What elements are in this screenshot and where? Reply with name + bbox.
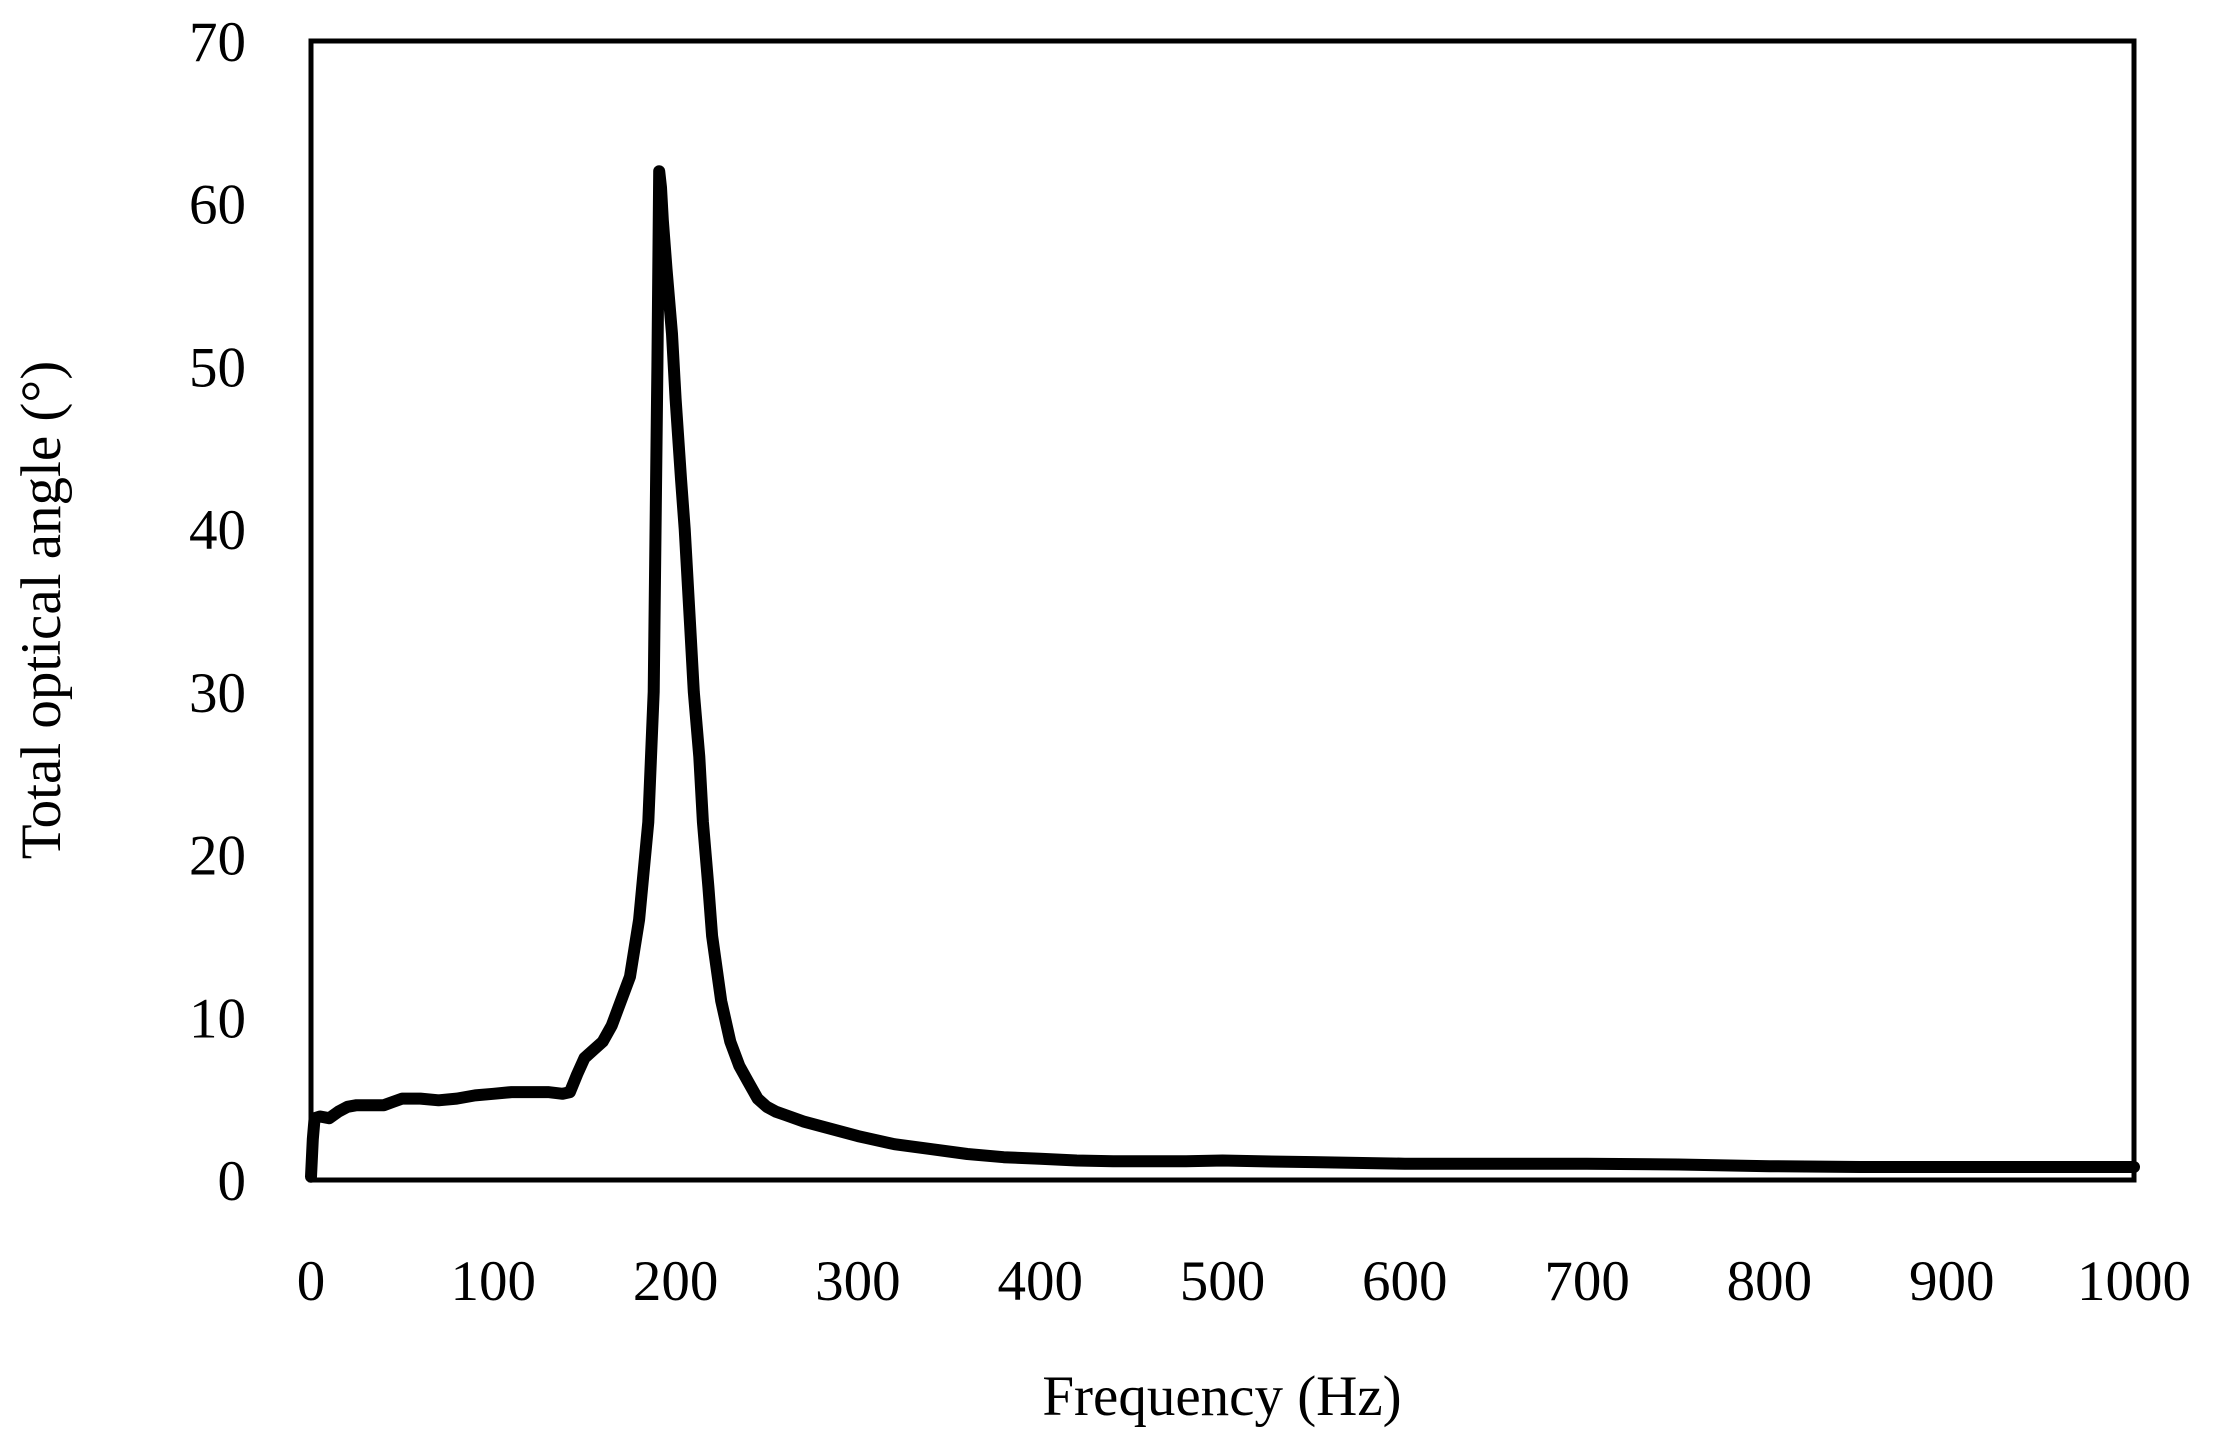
x-tick-label: 200 (633, 1250, 719, 1313)
x-tick-label: 800 (1727, 1250, 1813, 1313)
plot-frame (308, 38, 2137, 1183)
x-tick-labels: 0 100 200 300 400 500 600 700 800 900 1000 (297, 1250, 2191, 1313)
x-tick-label: 1000 (2077, 1250, 2191, 1313)
x-tick-label: 400 (997, 1250, 1083, 1313)
x-tick-label: 600 (1362, 1250, 1448, 1313)
y-tick-label: 20 (189, 825, 246, 888)
y-tick-label: 40 (189, 499, 246, 562)
x-tick-label: 900 (1909, 1250, 1995, 1313)
x-axis-title: Frequency (Hz) (1042, 1365, 1401, 1428)
x-tick-label: 700 (1544, 1250, 1630, 1313)
x-tick-label: 500 (1180, 1250, 1266, 1313)
y-tick-labels: 0 10 20 30 40 50 60 70 (189, 11, 246, 1213)
x-tick-label: 300 (815, 1250, 901, 1313)
y-tick-label: 10 (189, 987, 246, 1050)
y-axis-title: Total optical angle (°) (10, 361, 73, 859)
y-tick-label: 60 (189, 174, 246, 237)
series-line (305, 165, 2140, 1183)
y-tick-label: 70 (189, 11, 246, 74)
x-tick-label: 0 (297, 1250, 326, 1313)
y-tick-label: 50 (189, 336, 246, 399)
y-tick-label: 30 (189, 662, 246, 725)
x-tick-label: 100 (451, 1250, 537, 1313)
y-tick-label: 0 (218, 1150, 247, 1213)
